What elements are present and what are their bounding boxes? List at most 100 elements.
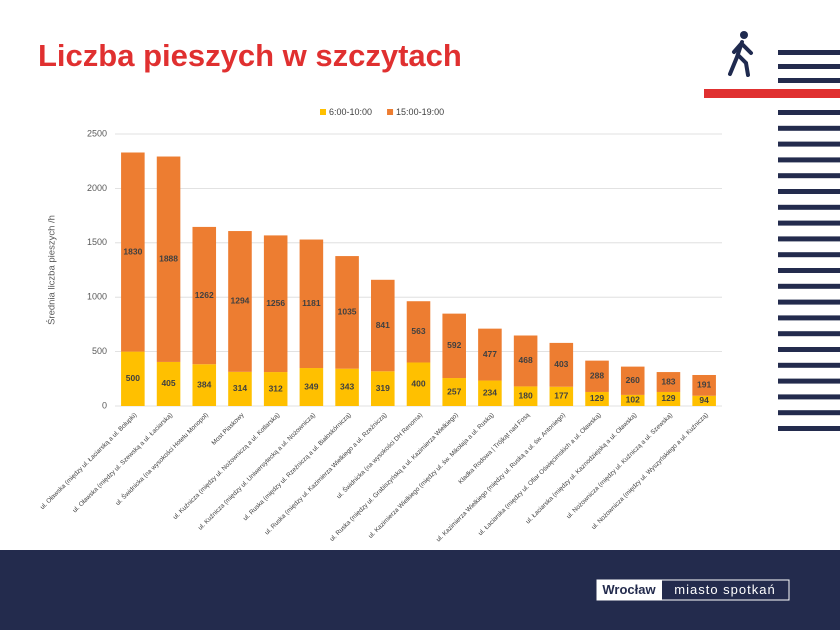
bar-segment: [406, 301, 431, 363]
stripe: [778, 236, 840, 242]
value-label: 129: [590, 393, 604, 403]
pedestrian-icon: [728, 31, 753, 77]
stripe: [778, 347, 840, 352]
value-label: 841: [376, 320, 390, 330]
stripe: [778, 315, 840, 321]
value-label: 1262: [195, 290, 214, 300]
value-label: 477: [483, 349, 497, 359]
value-label: 500: [126, 373, 140, 383]
stripe: [778, 189, 840, 194]
bar-segment: [692, 374, 716, 396]
stripe: [778, 204, 840, 210]
y-axis-label: Średnia liczba pieszych /h: [46, 215, 58, 325]
bar-segment: [156, 156, 181, 362]
value-label: 180: [519, 390, 533, 400]
decoration: [778, 50, 840, 431]
bar-segment: [228, 231, 252, 372]
bar-segment: [549, 342, 574, 387]
stripe: [778, 426, 840, 431]
value-label: 1256: [266, 298, 285, 308]
red-bar: [704, 89, 840, 98]
stripe: [778, 78, 840, 83]
y-tick-label: 500: [92, 346, 107, 356]
bar-segment: [263, 372, 288, 406]
bar-segment: [620, 394, 645, 406]
legend-label: 6:00-10:00: [329, 107, 372, 117]
bar-segment: [299, 239, 324, 369]
slide-title: Liczba pieszych w szczytach: [38, 38, 462, 73]
stripe: [778, 110, 840, 115]
value-label: 1294: [231, 296, 250, 306]
value-label: 563: [411, 326, 425, 336]
value-label: 288: [590, 371, 604, 381]
value-label: 1888: [159, 253, 178, 263]
value-label: 319: [376, 383, 390, 393]
bar-segment: [371, 279, 395, 372]
value-label: 1830: [123, 246, 142, 256]
bar-segment: [335, 368, 359, 406]
y-tick-label: 1500: [87, 237, 107, 247]
value-label: 314: [233, 383, 247, 393]
value-label: 257: [447, 386, 461, 396]
stripe: [778, 362, 840, 368]
stripe: [778, 252, 840, 258]
bar-segment: [656, 391, 681, 406]
bar-segment: [656, 372, 681, 392]
value-label: 349: [304, 381, 318, 391]
stripe: [778, 331, 840, 337]
y-tick-label: 2500: [87, 128, 107, 138]
stripe: [778, 157, 840, 163]
stripe: [778, 64, 840, 69]
stripe: [778, 299, 840, 305]
legend-swatch: [320, 109, 326, 115]
value-label: 405: [161, 378, 175, 388]
y-tick-label: 1000: [87, 292, 107, 302]
value-label: 384: [197, 379, 211, 389]
bar-segment: [549, 386, 574, 406]
bar-segment: [406, 362, 431, 406]
value-label: 312: [269, 383, 283, 393]
bar-segment: [335, 256, 359, 369]
stripe: [778, 410, 840, 416]
value-label: 183: [661, 376, 675, 386]
y-tick-label: 2000: [87, 183, 107, 193]
bar-segment: [478, 328, 502, 381]
value-label: 468: [519, 355, 533, 365]
bar-segment: [442, 378, 466, 406]
bar-segment: [692, 395, 716, 406]
bar-segment: [620, 366, 645, 395]
stripe: [778, 283, 840, 289]
value-label: 343: [340, 382, 354, 392]
stripe: [778, 50, 840, 55]
y-tick-label: 0: [102, 400, 107, 410]
legend-label: 15:00-19:00: [396, 107, 444, 117]
bar-segment: [478, 380, 502, 406]
bar-segment: [585, 391, 609, 406]
bar-segment: [299, 368, 324, 406]
bar-segment: [121, 152, 145, 352]
bar-segment: [513, 386, 538, 406]
value-label: 234: [483, 388, 497, 398]
stripe: [778, 173, 840, 179]
value-label: 1035: [338, 307, 357, 317]
value-label: 400: [411, 378, 425, 388]
bar-segment: [192, 364, 217, 406]
bar-segment: [263, 235, 288, 373]
value-label: 177: [554, 391, 568, 401]
stripe: [778, 268, 840, 273]
stripe: [778, 220, 840, 226]
value-label: 191: [697, 380, 711, 390]
value-label: 260: [626, 375, 640, 385]
legend-swatch: [387, 109, 394, 115]
value-label: 129: [661, 393, 675, 403]
stripe: [778, 125, 840, 131]
bar-segment: [156, 361, 181, 406]
value-label: 403: [554, 359, 568, 369]
stripe: [778, 141, 840, 147]
bar-segment: [442, 313, 466, 379]
stripe: [778, 378, 840, 384]
value-label: 102: [626, 395, 640, 405]
logo-tagline: miasto spotkań: [674, 582, 775, 597]
bar-segment: [192, 226, 217, 365]
